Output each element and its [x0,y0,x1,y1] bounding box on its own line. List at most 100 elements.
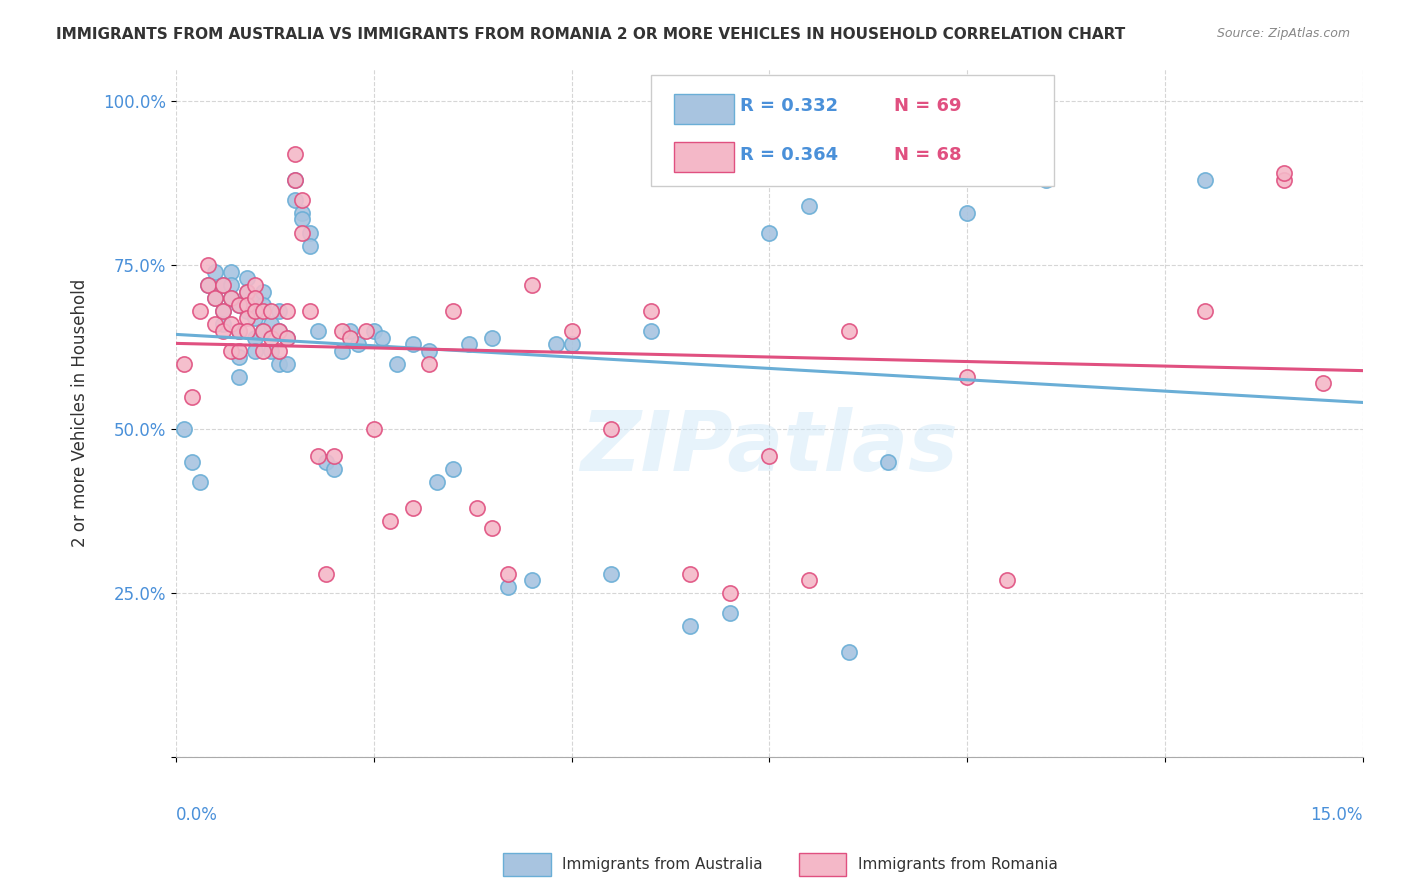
Point [315,566,337,581]
Point [188,304,211,318]
Point [219,318,242,332]
Point [236,304,259,318]
Point [283,193,305,207]
Point [228,298,250,312]
Point [260,304,283,318]
Point [481,521,503,535]
Point [560,324,582,338]
Point [212,304,235,318]
Point [204,265,226,279]
Point [212,318,235,332]
Point [465,501,488,516]
Point [520,574,543,588]
Point [252,304,274,318]
Point [307,324,329,338]
Point [212,278,235,293]
Point [228,324,250,338]
Point [363,422,385,436]
Point [877,455,900,469]
Point [228,343,250,358]
Point [426,475,449,489]
Point [441,461,464,475]
Point [267,357,290,371]
Point [219,291,242,305]
Text: Immigrants from Romania: Immigrants from Romania [858,857,1057,871]
Point [1312,376,1334,391]
Point [600,422,623,436]
Point [180,390,202,404]
Point [544,337,567,351]
Point [837,645,859,659]
Point [402,501,425,516]
Point [252,298,274,312]
Point [797,574,820,588]
Point [252,324,274,338]
Point [378,514,401,528]
Text: R = 0.364: R = 0.364 [740,145,838,163]
Point [212,278,235,293]
Point [418,343,440,358]
Point [679,619,702,633]
Point [758,449,780,463]
FancyBboxPatch shape [675,94,734,124]
Point [173,357,195,371]
Point [457,337,479,351]
Point [1035,153,1057,168]
Point [204,318,226,332]
Point [204,291,226,305]
Point [197,258,219,272]
Point [243,291,266,305]
Point [228,370,250,384]
Text: Source: ZipAtlas.com: Source: ZipAtlas.com [1216,27,1350,40]
FancyBboxPatch shape [675,142,734,172]
Point [243,330,266,344]
Point [260,330,283,344]
Text: ZIPatlas: ZIPatlas [581,407,959,488]
Point [219,278,242,293]
Point [496,580,519,594]
Text: N = 69: N = 69 [894,97,962,115]
Point [243,343,266,358]
Point [402,337,425,351]
Point [330,324,353,338]
Point [1272,166,1295,180]
Point [260,343,283,358]
Point [236,310,259,325]
Point [219,265,242,279]
Point [291,206,314,220]
Point [243,291,266,305]
Point [283,146,305,161]
Point [236,285,259,299]
Text: 15.0%: 15.0% [1310,805,1362,823]
Point [441,304,464,318]
Point [276,330,298,344]
Point [1194,173,1216,187]
Point [330,343,353,358]
Text: R = 0.332: R = 0.332 [740,97,838,115]
FancyBboxPatch shape [651,76,1054,186]
Point [228,350,250,364]
Point [236,324,259,338]
Point [267,324,290,338]
Point [640,324,662,338]
Point [219,343,242,358]
Point [323,449,346,463]
Point [837,324,859,338]
Point [173,422,195,436]
Point [387,357,409,371]
Point [323,461,346,475]
Point [212,324,235,338]
Point [197,278,219,293]
Point [276,357,298,371]
Point [252,324,274,338]
Point [283,173,305,187]
Point [1035,173,1057,187]
Point [758,226,780,240]
Point [267,343,290,358]
Point [956,370,979,384]
Point [219,291,242,305]
Point [243,278,266,293]
Point [496,566,519,581]
Point [560,337,582,351]
Point [291,212,314,227]
